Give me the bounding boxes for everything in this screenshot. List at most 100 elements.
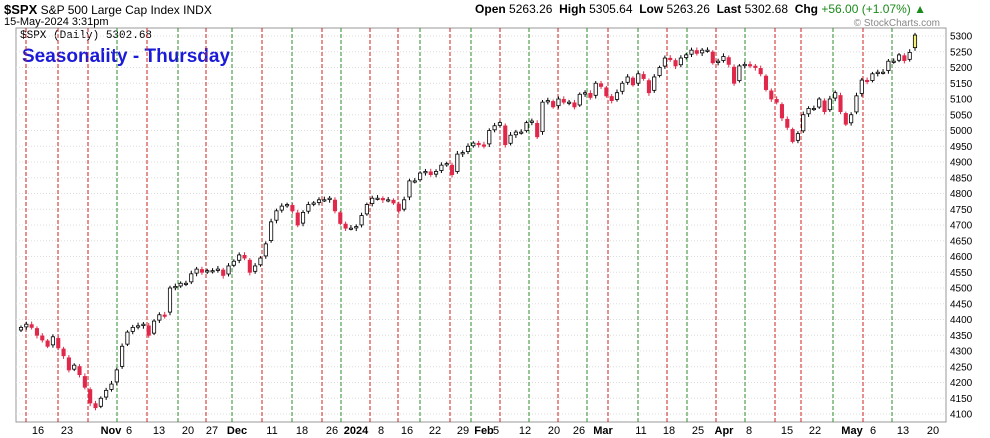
candle-81 (449, 162, 455, 178)
candle-body-37 (215, 268, 220, 271)
y-tick-label-4950: 4950 (950, 142, 973, 153)
candle-body-104 (572, 102, 577, 108)
candle-body-29 (173, 286, 178, 289)
candle-157 (854, 92, 859, 115)
candle-168 (912, 32, 918, 51)
candle-2 (29, 321, 34, 330)
candle-0 (18, 325, 24, 332)
candle-89 (492, 122, 497, 133)
candle-body-74 (412, 180, 417, 183)
candle-body-67 (375, 197, 380, 200)
x-tick-label-30: 6 (870, 425, 876, 437)
series-legend: $SPX (Daily) 5302.68 (20, 30, 153, 42)
candle-84 (465, 143, 471, 155)
candle-body-4 (40, 335, 45, 341)
candle-body-164 (891, 60, 896, 63)
candle-body-109 (598, 83, 604, 87)
last-label: Last (716, 2, 742, 16)
candle-54 (306, 201, 311, 214)
candle-body-33 (194, 268, 199, 274)
candle-body-35 (205, 270, 210, 273)
candle-38 (221, 267, 226, 279)
y-tick-label-4200: 4200 (950, 378, 973, 389)
candle-123 (673, 58, 678, 70)
candle-body-133 (726, 57, 731, 65)
low-value: 5263.26 (666, 2, 710, 16)
open-label: Open (475, 2, 506, 16)
candle-body-148 (806, 108, 811, 115)
candle-body-12 (82, 376, 87, 388)
x-tick-label-21: Mar (593, 425, 613, 437)
candle-body-108 (593, 82, 598, 96)
candle-body-94 (519, 131, 524, 134)
y-tick-label-4750: 4750 (950, 205, 973, 216)
x-tick-label-13: 16 (401, 425, 413, 437)
x-tick-label-26: 8 (746, 425, 752, 437)
candle-body-100 (551, 101, 556, 108)
candle-body-153 (833, 92, 838, 99)
candle-79 (439, 162, 444, 174)
candle-body-6 (50, 336, 55, 346)
x-tick-label-27: 15 (781, 425, 793, 437)
candle-body-21 (130, 326, 135, 332)
candle-141 (769, 88, 774, 102)
candle-body-167 (907, 51, 912, 60)
candle-63 (354, 224, 359, 232)
candle-6 (50, 334, 55, 348)
candle-body-130 (710, 51, 715, 64)
candle-body-139 (758, 68, 763, 75)
candle-body-135 (737, 65, 742, 82)
candle-body-88 (487, 130, 492, 145)
candle-83 (460, 150, 465, 158)
candle-99 (545, 97, 550, 105)
candle-39 (226, 263, 231, 277)
candle-134 (732, 64, 737, 86)
candle-13 (88, 387, 93, 407)
candle-body-7 (56, 338, 61, 349)
candle-body-60 (338, 212, 343, 224)
candle-119 (652, 74, 657, 93)
y-tick-label-4150: 4150 (950, 394, 973, 405)
candle-body-56 (316, 199, 322, 203)
candle-body-81 (449, 164, 455, 175)
candle-62 (348, 225, 353, 231)
candle-body-103 (567, 101, 572, 104)
candle-body-124 (678, 57, 683, 66)
x-tick-label-12: 8 (378, 425, 384, 437)
y-tick-label-4650: 4650 (950, 236, 973, 247)
candle-33 (194, 266, 199, 277)
candle-body-93 (513, 131, 518, 136)
candle-body-59 (332, 199, 338, 212)
candle-body-134 (732, 66, 737, 84)
candle-body-117 (641, 74, 646, 79)
candle-body-69 (386, 199, 391, 202)
y-tick-label-5250: 5250 (950, 47, 973, 58)
candle-116 (636, 71, 641, 87)
x-tick-label-29: May (841, 425, 863, 437)
candle-72 (402, 196, 407, 212)
chg-value: +56.00 (+1.07%) (821, 2, 911, 16)
y-tick-label-4550: 4550 (950, 268, 973, 279)
candle-body-99 (545, 100, 550, 103)
candle-body-31 (183, 282, 189, 285)
candle-1 (24, 321, 29, 330)
candle-body-111 (609, 96, 614, 101)
candle-22 (136, 322, 141, 330)
candle-73 (407, 178, 412, 201)
candle-61 (343, 221, 348, 231)
candle-body-70 (391, 199, 396, 204)
candle-body-26 (157, 314, 162, 321)
ticker-line: $SPX S&P 500 Large Cap Index INDX (4, 2, 212, 17)
candles (18, 32, 918, 411)
candle-135 (737, 64, 742, 83)
candle-25 (151, 319, 157, 336)
candle-body-49 (279, 205, 284, 211)
candle-body-41 (237, 254, 242, 261)
candle-body-119 (652, 76, 657, 91)
candle-body-141 (769, 90, 774, 100)
candle-21 (130, 324, 135, 335)
candle-121 (662, 55, 667, 69)
x-tick-label-14: 22 (429, 425, 441, 437)
x-tick-label-1: 23 (61, 425, 73, 437)
